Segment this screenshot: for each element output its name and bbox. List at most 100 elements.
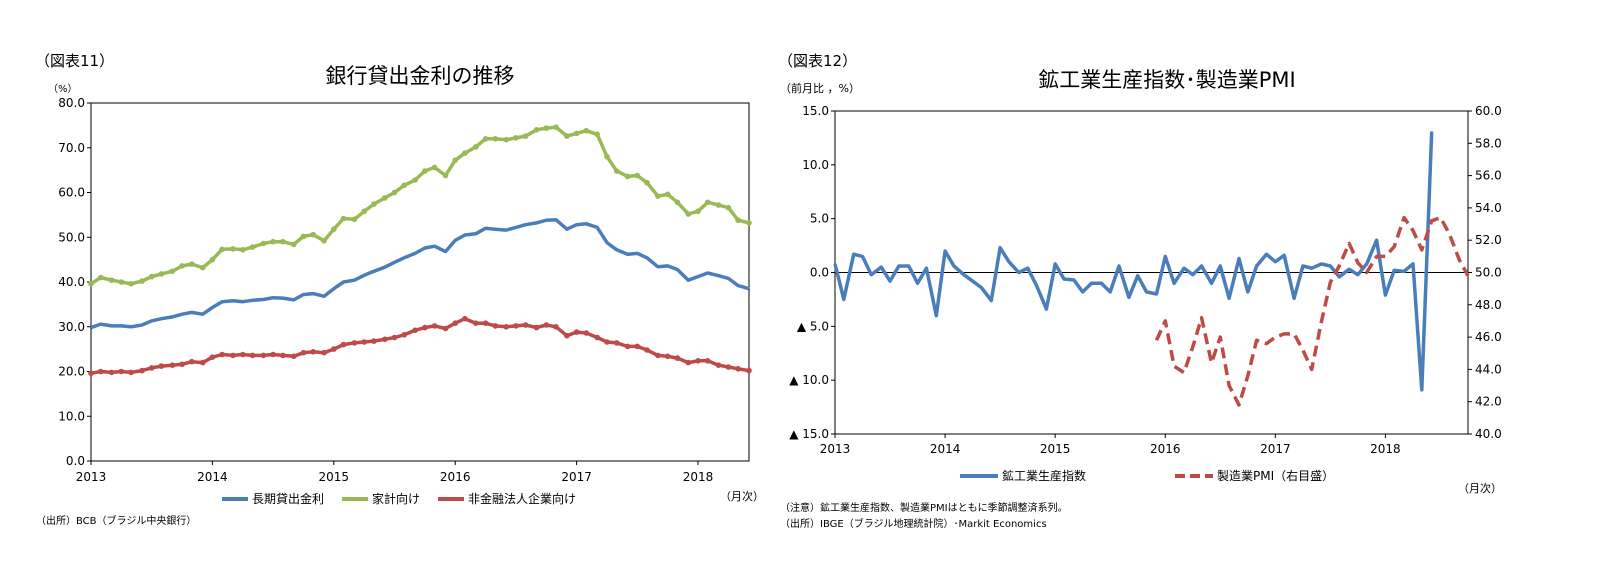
chart2-right-tick-label: 50.0 [1475, 266, 1502, 280]
chart1-series-line-1 [90, 218, 750, 330]
chart1-data-point [331, 346, 337, 352]
chart1-data-point [685, 359, 692, 366]
chart1-data-point [513, 323, 519, 329]
chart1-data-point [108, 277, 115, 284]
chart1-data-point [422, 168, 428, 174]
chart1-data-point [351, 216, 358, 223]
chart1-data-point [695, 208, 701, 215]
chart1-data-point [725, 204, 732, 211]
chart1-y-tick-label: 0.0 [66, 454, 85, 468]
chart1-data-point [340, 341, 347, 348]
chart1-legend-label-1: 長期貸出金利 [252, 491, 324, 506]
chart1-data-point [503, 136, 510, 143]
chart2-left-tick-label: ▲ 15.0 [789, 427, 829, 441]
chart1-data-point [462, 315, 468, 322]
chart1-data-point [543, 125, 550, 131]
chart1-data-point [300, 349, 307, 356]
chart1-data-point [230, 352, 236, 359]
chart2-right-tick-label: 60.0 [1475, 104, 1502, 118]
chart1-data-point [331, 226, 337, 232]
chart1-data-point [634, 172, 641, 179]
chart2-title: 鉱工業生産指数･製造業PMI [1038, 68, 1295, 92]
chart1-data-point [249, 244, 256, 250]
chart1-data-point [97, 274, 104, 281]
chart1-y-tick-label: 60.0 [58, 186, 85, 200]
chart1-data-point [280, 238, 286, 245]
chart1-y-tick-label: 80.0 [58, 96, 85, 110]
chart1-x-tick-label: 2018 [683, 470, 714, 484]
chart2-series-line-2 [1154, 215, 1470, 407]
chart2-note: （注意）鉱工業生産指数、製造業PMIはともに季節調整済系列。 [780, 501, 1068, 514]
chart2-right-tick-label: 58.0 [1475, 136, 1502, 150]
chart1-data-point [422, 324, 428, 331]
chart1-x-axis: 2013 2014 2015 2016 2017 2018 [76, 461, 714, 484]
chart1-data-point [431, 323, 438, 329]
chart1-data-point [644, 179, 650, 186]
chart2-left-tick-label: 10.0 [802, 158, 829, 172]
chart2-right-tick-label: 54.0 [1475, 201, 1502, 215]
chart2-legend: 鉱工業生産指数 製造業PMI（右目盛） [960, 468, 1334, 483]
chart1-data-point [482, 320, 489, 327]
chart1-data-point [473, 320, 479, 327]
chart1-x-tick-label: 2017 [561, 470, 592, 484]
chart1-data-point [128, 281, 134, 287]
chart2-series-line-1 [833, 131, 1434, 392]
chart2-right-tick-label: 42.0 [1475, 395, 1502, 409]
chart1-y-tick-label: 10.0 [58, 409, 85, 423]
chart1-data-point [88, 281, 94, 287]
chart1-data-point [613, 168, 620, 174]
chart1-data-point [179, 361, 185, 368]
chart1: （図表11） 銀行貸出金利の推移 （%） （月次） （出所）BCB（ブラジル中央… [35, 52, 764, 527]
chart1-data-point [674, 199, 681, 206]
chart2-left-tick-label: 0.0 [810, 266, 829, 280]
chart1-data-point [452, 157, 459, 164]
chart1-data-point [199, 264, 206, 271]
chart1-data-point [522, 322, 529, 328]
chart1-y-tick-label: 50.0 [58, 230, 85, 244]
chart1-data-point [715, 202, 722, 208]
chart1-data-point [391, 189, 398, 196]
chart1-legend: 長期貸出金利 家計向け 非金融法人企業向け [222, 491, 576, 506]
chart1-unit-label: （%） [48, 83, 78, 95]
chart1-data-point [401, 182, 408, 189]
chart2-x-tick-label: 2014 [930, 442, 961, 456]
chart1-title: 銀行貸出金利の推移 [326, 64, 515, 88]
chart1-data-point [139, 367, 145, 374]
chart1-y-axis: 0.0 10.0 20.0 30.0 40.0 50.0 60.0 70.0 80.0 [58, 96, 91, 468]
chart2-legend-label-1: 鉱工業生産指数 [1002, 468, 1086, 483]
chart1-legend-label-3: 非金融法人企業向け [468, 491, 576, 506]
chart1-data-point [189, 261, 195, 267]
chart1-data-point [340, 215, 347, 222]
chart1-data-point [240, 247, 246, 253]
chart1-data-point [219, 351, 225, 358]
chart1-source: （出所）BCB（ブラジル中央銀行） [36, 514, 196, 527]
chart1-data-point [522, 133, 529, 139]
chart2-x-tick-label: 2018 [1370, 442, 1401, 456]
chart1-data-point [503, 324, 510, 330]
chart2-source: （出所）IBGE（ブラジル地理統計院）･Markit Economics [780, 517, 1047, 530]
chart1-data-point [655, 352, 661, 359]
chart1-data-point [664, 353, 671, 360]
chart2-left-tick-label: ▲ 5.0 [797, 319, 829, 333]
chart1-data-point [624, 343, 631, 350]
chart1-data-point [442, 325, 449, 332]
chart1-data-point [735, 366, 741, 372]
chart1-data-point [260, 352, 267, 359]
chart2-x-tick-label: 2013 [820, 442, 851, 456]
chart2-left-tick-label: 5.0 [810, 212, 829, 226]
chart1-y-tick-label: 20.0 [58, 365, 85, 379]
chart2-legend-label-2: 製造業PMI（右目盛） [1217, 468, 1334, 483]
chart1-data-point [746, 220, 752, 226]
chart1-data-point [240, 351, 246, 358]
chart1-data-point [473, 144, 479, 150]
chart1-data-point [746, 367, 752, 374]
chart2-figure-label: （図表12） [778, 52, 857, 70]
chart1-data-point [108, 369, 115, 376]
chart2-right-tick-label: 40.0 [1475, 427, 1502, 441]
chart1-data-point [290, 241, 297, 248]
chart1-data-point [118, 368, 125, 375]
chart1-data-point [604, 153, 610, 160]
chart1-data-point [391, 334, 398, 341]
chart1-x-tick-label: 2015 [319, 470, 350, 484]
